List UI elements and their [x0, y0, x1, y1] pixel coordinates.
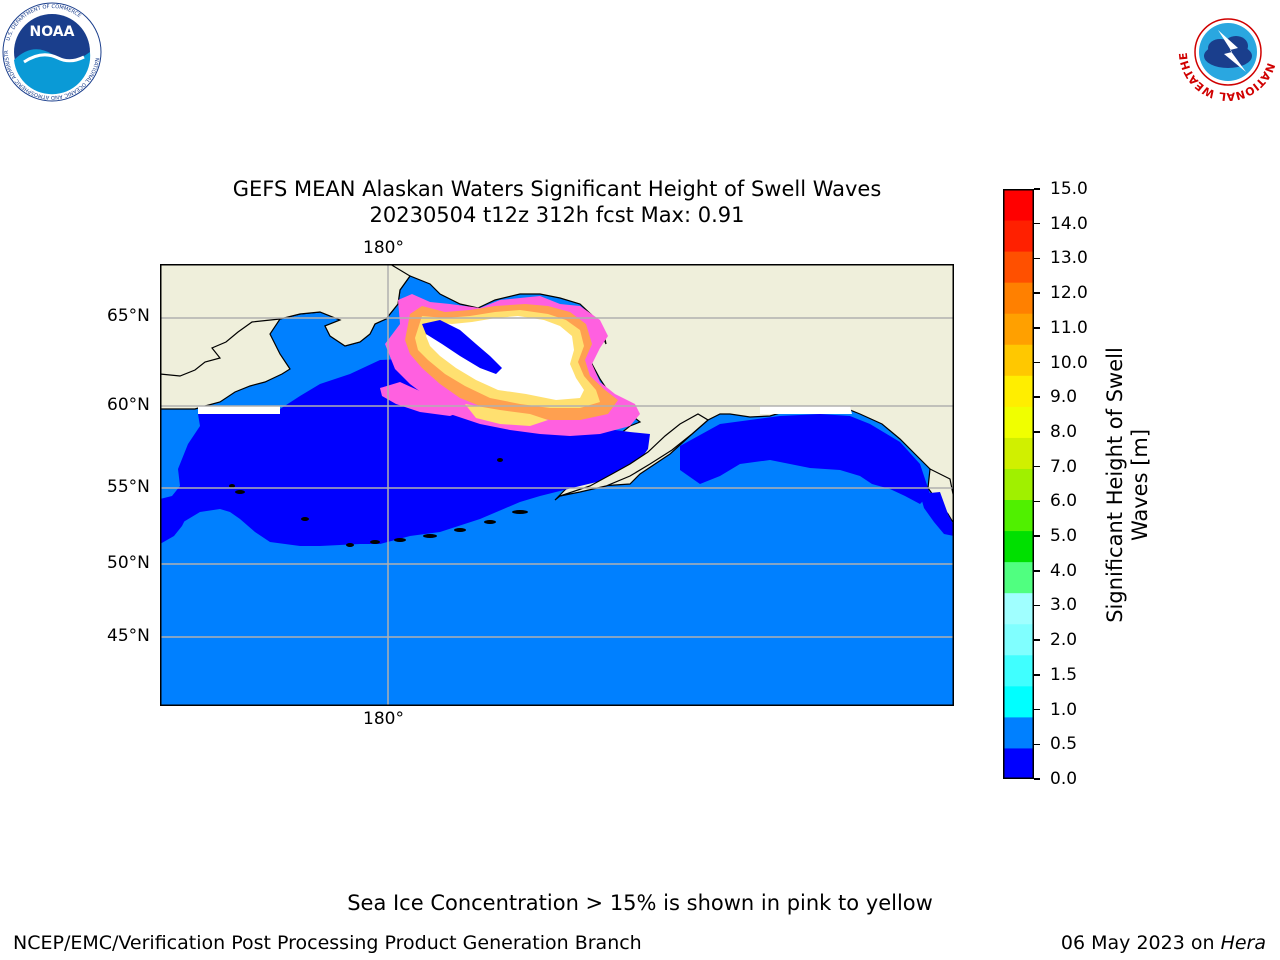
- noaa-logo: NOAA NATIONAL OCEANIC AND ATMOSPHERIC AD…: [0, 0, 102, 102]
- chart-title-line2: 20230504 t12z 312h fcst Max: 0.91: [369, 203, 745, 227]
- colorbar-segment: [1003, 592, 1034, 625]
- colorbar-tick-mark: [1034, 431, 1040, 433]
- colorbar-tick-label: 5.0: [1050, 526, 1078, 547]
- colorbar-tick-mark: [1034, 292, 1040, 294]
- map-frame: [160, 264, 954, 706]
- colorbar-segment: [1003, 654, 1034, 687]
- colorbar-segment: [1003, 437, 1034, 469]
- colorbar-tick-label: 2.0: [1050, 630, 1078, 651]
- colorbar: [1003, 189, 1034, 779]
- colorbar-tick-label: 12.0: [1050, 283, 1088, 304]
- colorbar-tick-mark: [1034, 188, 1040, 190]
- colorbar-segment: [1003, 251, 1034, 283]
- colorbar-label-line2: Waves [m]: [1128, 428, 1152, 542]
- colorbar-tick-label: 14.0: [1050, 213, 1088, 234]
- lat-label-55: 55°N: [107, 477, 150, 497]
- colorbar-label-line1: Significant Height of Swell: [1103, 347, 1127, 623]
- footer-date-text: 06 May 2023 on: [1060, 932, 1221, 954]
- graticule: [160, 264, 954, 706]
- colorbar-tick-label: 1.0: [1050, 699, 1078, 720]
- colorbar-tick-mark: [1034, 604, 1040, 607]
- colorbar-tick-mark: [1034, 500, 1040, 503]
- colorbar-segment: [1003, 313, 1034, 345]
- colorbar-segment: [1003, 282, 1034, 314]
- lat-label-45: 45°N: [107, 626, 150, 646]
- colorbar-segment: [1003, 344, 1034, 376]
- colorbar-tick-label: 11.0: [1050, 317, 1088, 338]
- colorbar-tick-mark: [1034, 222, 1040, 225]
- nws-logo: NATIONAL WEATHER SERVICE: [1174, 0, 1278, 103]
- colorbar-tick-mark: [1034, 361, 1040, 364]
- colorbar-tick-label: 8.0: [1050, 421, 1078, 442]
- lon-label-top: 180°: [363, 238, 404, 258]
- colorbar-tick-mark: [1034, 743, 1040, 746]
- noaa-logo-text: NOAA: [30, 24, 75, 40]
- colorbar-segment: [1003, 406, 1034, 438]
- map-panel: [160, 264, 954, 706]
- colorbar-tick-mark: [1034, 327, 1040, 329]
- colorbar-tick-label: 0.0: [1050, 769, 1078, 789]
- colorbar-segment: [1003, 189, 1034, 221]
- colorbar-tick-mark: [1034, 708, 1040, 711]
- colorbar-frame: [1003, 189, 1034, 779]
- colorbar-tick-mark: [1034, 639, 1040, 641]
- colorbar-tick-label: 7.0: [1050, 456, 1078, 477]
- colorbar-segment: [1003, 530, 1034, 563]
- colorbar-segment: [1003, 220, 1034, 252]
- colorbar-segment: [1003, 747, 1034, 779]
- colorbar-tick-label: 0.5: [1050, 734, 1078, 755]
- colorbar-tick-label: 15.0: [1050, 179, 1088, 199]
- colorbar-tick-mark: [1034, 570, 1040, 572]
- alaska-peninsula: [559, 413, 710, 497]
- footer-machine: Hera: [1220, 932, 1266, 954]
- sea-ice-note: Sea Ice Concentration > 15% is shown in …: [347, 891, 933, 915]
- colorbar-segment: [1003, 499, 1034, 532]
- colorbar-tick-label: 6.0: [1050, 491, 1078, 512]
- footer-branch: NCEP/EMC/Verification Post Processing Pr…: [13, 932, 642, 954]
- colorbar-segment: [1003, 468, 1034, 501]
- colorbar-tick-mark: [1034, 465, 1040, 468]
- footer-date: 06 May 2023 on Hera: [1061, 932, 1266, 954]
- colorbar-segment: [1003, 623, 1034, 656]
- colorbar-tick-label: 10.0: [1050, 352, 1088, 373]
- aleutian-islands: [229, 458, 528, 547]
- colorbar-tick-label: 3.0: [1050, 595, 1078, 616]
- colorbar-tick-mark: [1034, 778, 1040, 780]
- colorbar-segment: [1003, 716, 1034, 749]
- colorbar-tick-label: 9.0: [1050, 387, 1078, 408]
- deep-swell-region: [160, 359, 650, 546]
- lat-label-65: 65°N: [107, 306, 150, 326]
- lat-label-60: 60°N: [107, 395, 150, 415]
- colorbar-tick-mark: [1034, 535, 1040, 537]
- chart-title-line1: GEFS MEAN Alaskan Waters Significant Hei…: [232, 177, 882, 201]
- colorbar-tick-mark: [1034, 674, 1040, 676]
- colorbar-tick-label: 4.0: [1050, 560, 1078, 581]
- colorbar-tick-mark: [1034, 396, 1040, 398]
- colorbar-segment: [1003, 561, 1034, 594]
- lon-label-bottom: 180°: [363, 709, 404, 729]
- lat-label-50: 50°N: [107, 553, 150, 573]
- colorbar-segment: [1003, 375, 1034, 407]
- colorbar-ticks: 15.0 14.0 13.0 12.0 11.0 10.0 9.0 8.0 7.0 6.0 5.0 4…: [1034, 179, 1114, 789]
- colorbar-tick-mark: [1034, 257, 1040, 260]
- colorbar-tick-label: 13.0: [1050, 248, 1088, 269]
- colorbar-segment: [1003, 685, 1034, 718]
- colorbar-tick-label: 1.5: [1050, 664, 1078, 685]
